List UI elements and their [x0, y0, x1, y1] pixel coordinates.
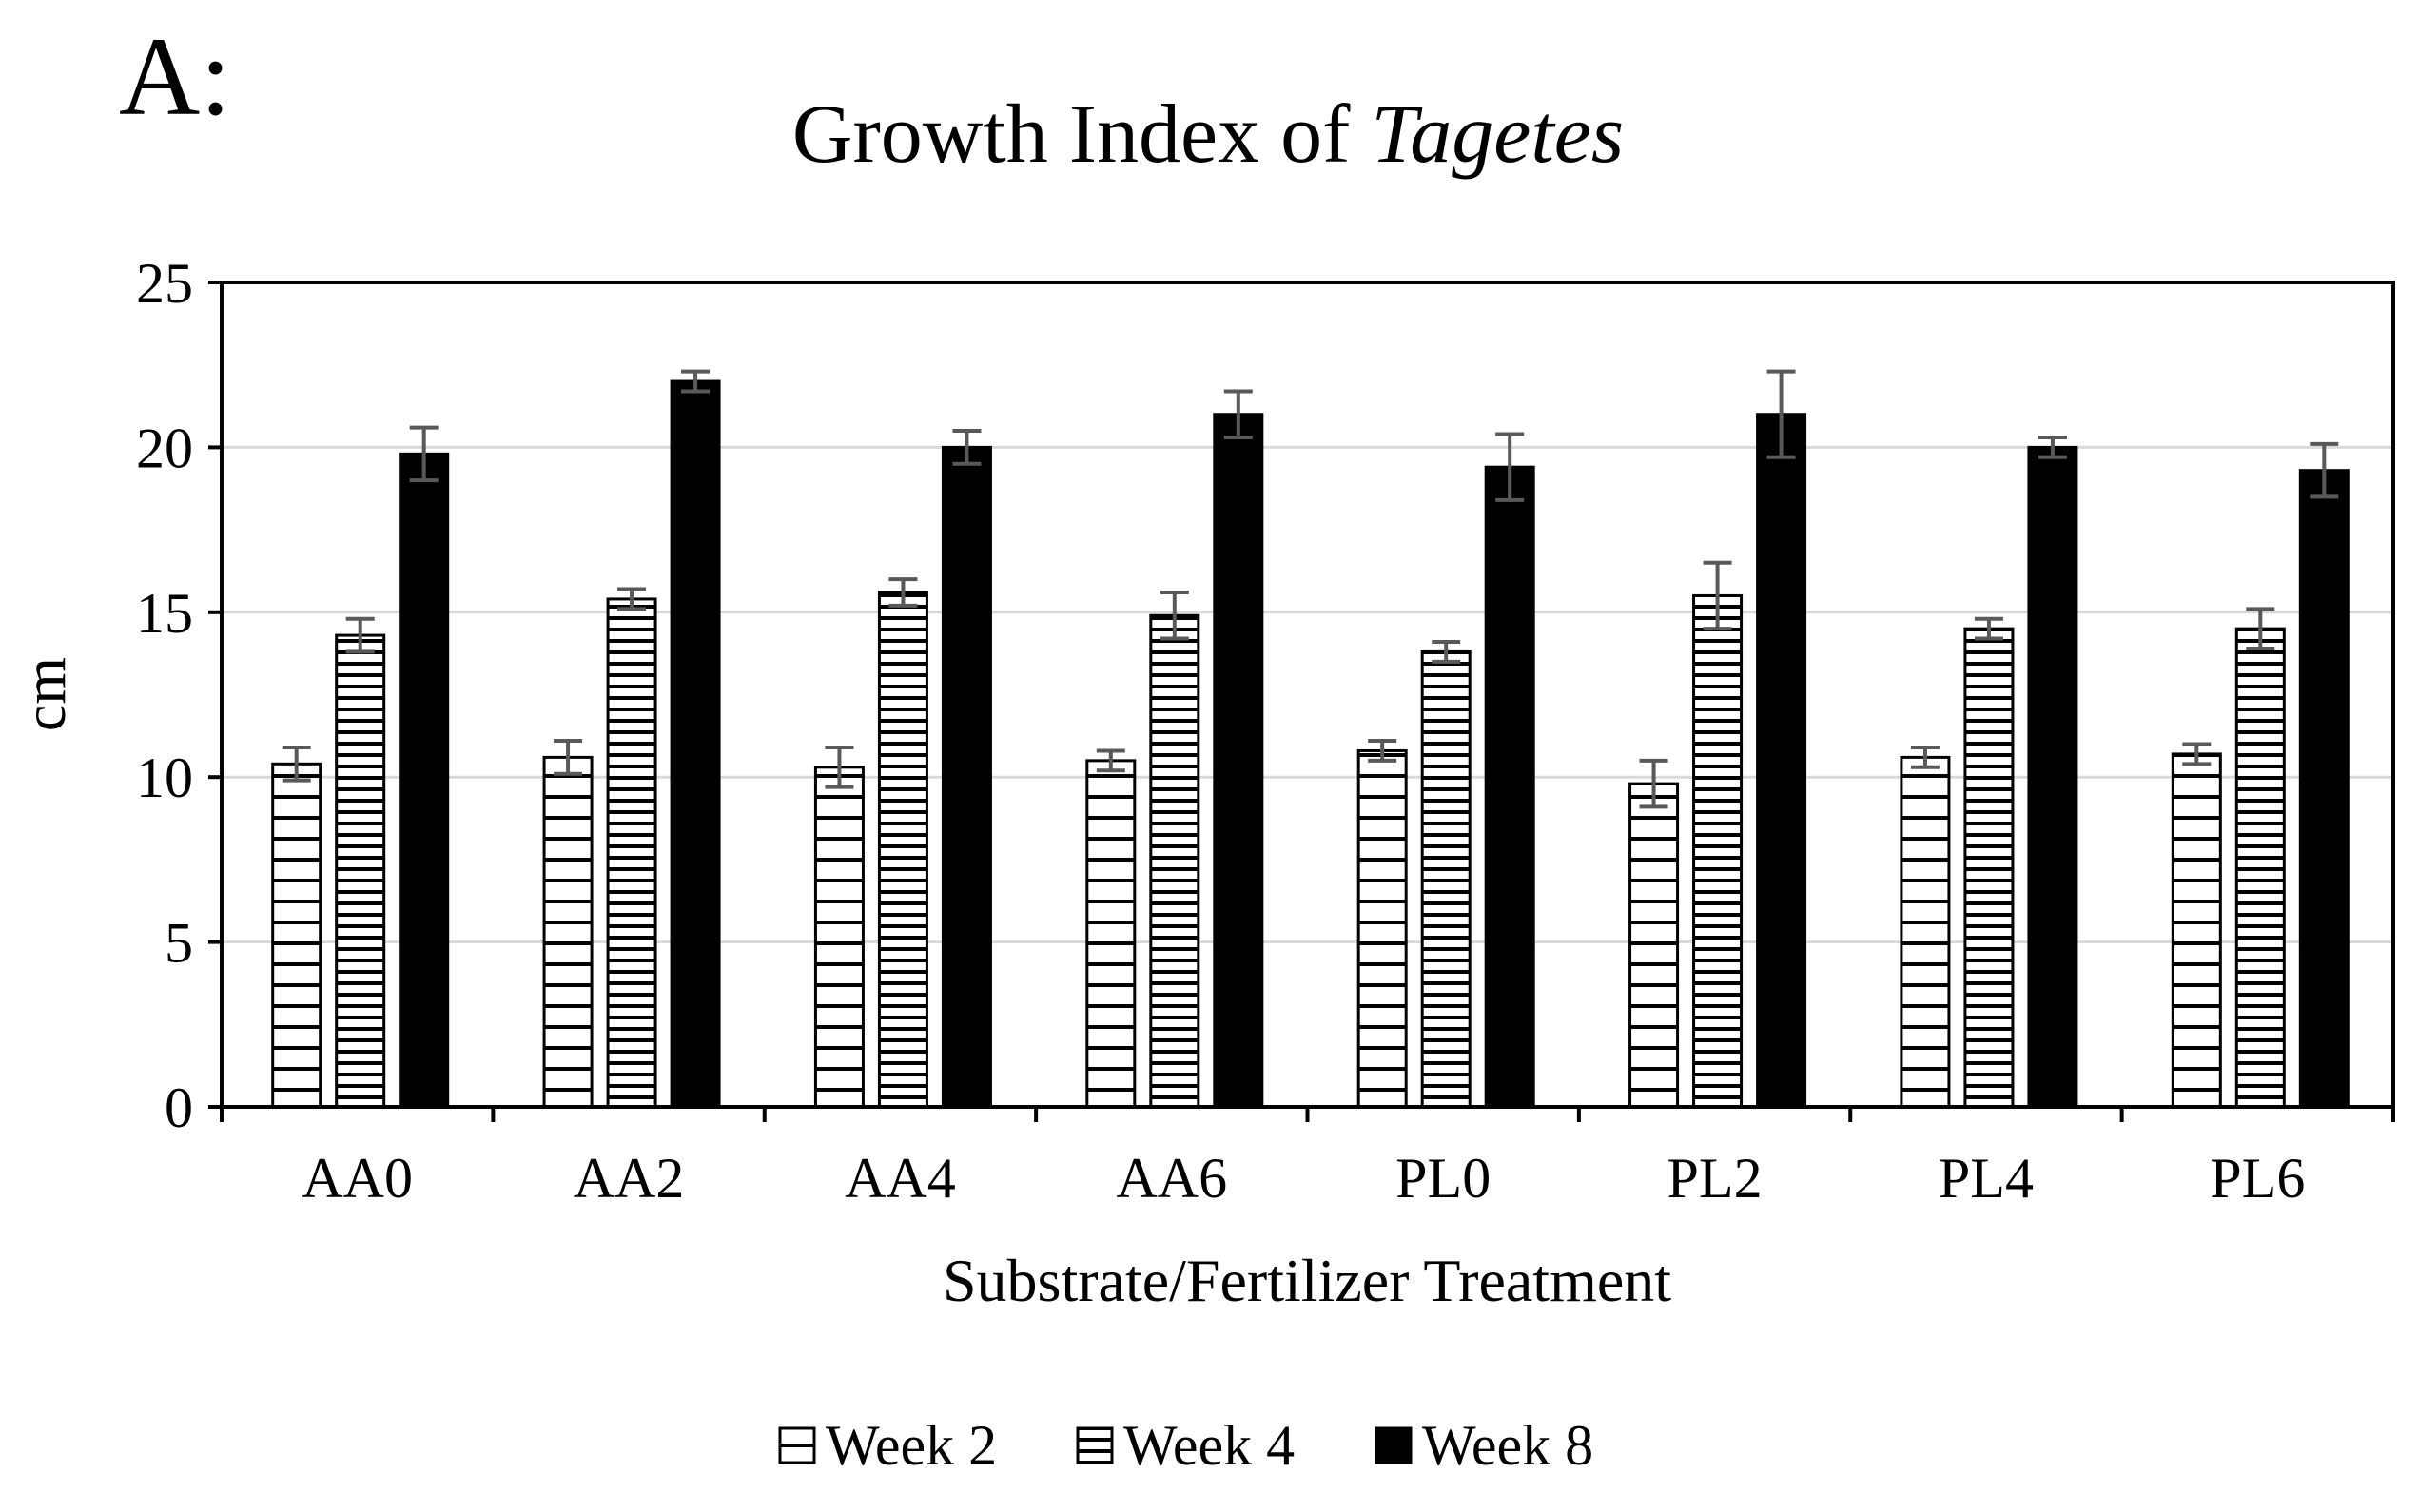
error-bar [1639, 758, 1668, 809]
y-tick-label: 20 [136, 417, 193, 479]
y-tick-label: 5 [165, 912, 193, 975]
y-tick-label: 10 [136, 746, 193, 809]
bar-week-4 [1420, 649, 1472, 1109]
legend-swatch [778, 1426, 816, 1464]
error-bar [1432, 640, 1461, 664]
bar-week-2 [542, 755, 594, 1109]
panel-label: A: [119, 14, 231, 139]
bar-week-8 [1484, 465, 1535, 1109]
bar-week-4 [335, 633, 386, 1109]
error-bar [1974, 616, 2003, 641]
bar-week-8 [1756, 413, 1807, 1109]
error-bar [554, 739, 583, 776]
error-bar [681, 369, 711, 394]
bar-week-4 [1149, 613, 1200, 1109]
x-tick-label: AA0 [302, 1147, 413, 1210]
error-bar [409, 425, 439, 483]
bar-week-4 [877, 591, 928, 1109]
bar-week-4 [2234, 627, 2286, 1109]
error-bar [1160, 590, 1189, 641]
x-tick-label: AA4 [845, 1147, 956, 1210]
bar-week-2 [1900, 755, 1951, 1109]
error-bar [2182, 742, 2212, 766]
bar-week-2 [2171, 752, 2222, 1109]
legend-label: Week 8 [1422, 1414, 1593, 1477]
legend-swatch [1076, 1426, 1114, 1464]
legend-label: Week 2 [826, 1414, 997, 1477]
error-bar [1368, 739, 1397, 763]
error-bar [282, 745, 311, 783]
y-tick-label: 25 [136, 252, 193, 315]
bar-week-4 [1963, 627, 2015, 1109]
error-bar [1910, 745, 1940, 769]
bar-week-4 [1692, 593, 1744, 1109]
bar-week-8 [2298, 469, 2350, 1109]
x-tick-label: PL2 [1667, 1147, 1763, 1210]
error-bar [2038, 435, 2067, 459]
y-axis-label: cm [10, 657, 78, 731]
chart-title: Growth Index of Tagetes [792, 88, 1624, 181]
x-axis: AA0 AA2 AA4 AA6 PL0 PL2 PL4 PL6 [220, 1107, 2395, 1210]
y-tick-label: 15 [136, 582, 193, 645]
error-bar [952, 429, 982, 466]
legend: Week 2 Week 4 Week 8 [778, 1414, 1593, 1477]
error-bar [1096, 748, 1125, 773]
error-bar [617, 587, 647, 611]
error-bar [825, 745, 854, 789]
x-axis-label: Substrate/Fertilizer Treatment [943, 1247, 1671, 1314]
bar-week-8 [399, 452, 450, 1109]
bar-week-2 [813, 766, 865, 1109]
error-bars [282, 369, 2339, 809]
bar-week-2 [1356, 748, 1408, 1109]
error-bar [2310, 441, 2339, 499]
x-tick-label: AA2 [574, 1147, 685, 1210]
bar-week-8 [670, 379, 721, 1109]
x-tick-label: PL4 [1939, 1147, 2034, 1210]
error-bar [345, 616, 375, 654]
bar-week-8 [1213, 413, 1264, 1109]
chart-title-italic: Tagetes [1371, 88, 1624, 181]
bar-week-2 [271, 762, 322, 1109]
x-tick-label: AA6 [1116, 1147, 1227, 1210]
legend-swatch [1375, 1426, 1413, 1464]
bar-week-8 [941, 445, 992, 1109]
error-bar [888, 577, 918, 608]
error-bar [2246, 607, 2275, 650]
y-axis: 0 5 10 15 20 25 [136, 252, 222, 1139]
error-bar [1766, 369, 1796, 459]
y-tick-label: 0 [165, 1076, 193, 1139]
bar-week-8 [2027, 445, 2078, 1109]
x-tick-label: PL6 [2210, 1147, 2305, 1210]
legend-label: Week 4 [1123, 1414, 1295, 1477]
bar-week-4 [606, 597, 657, 1109]
error-bar [1703, 560, 1732, 631]
chart-title-text: Growth Index of [792, 88, 1372, 181]
error-bar [1223, 389, 1253, 439]
bars [271, 379, 2350, 1109]
x-tick-label: PL0 [1395, 1147, 1491, 1210]
error-bar [1495, 432, 1525, 502]
bar-week-2 [1085, 759, 1137, 1109]
bar-week-2 [1628, 782, 1680, 1109]
